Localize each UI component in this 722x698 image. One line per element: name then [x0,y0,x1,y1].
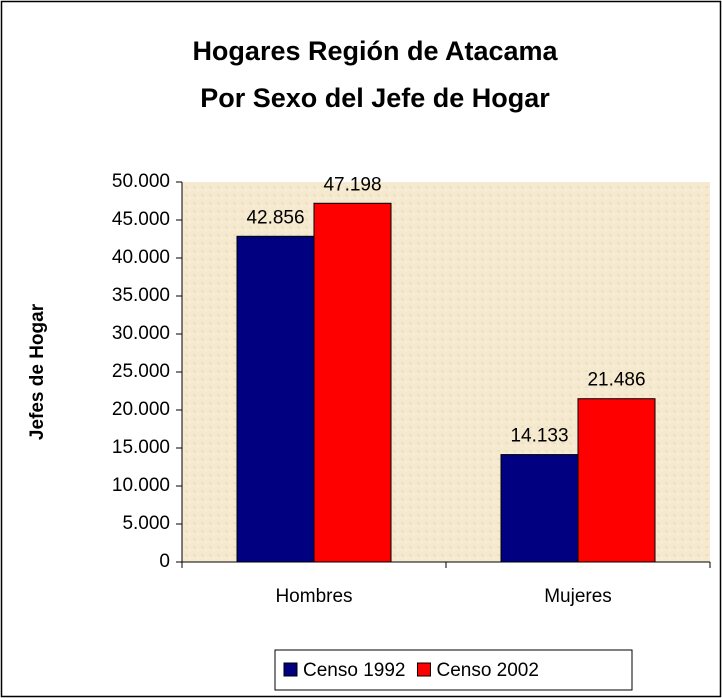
y-tick-label: 50.000 [112,171,170,192]
y-tick-label: 15.000 [112,437,170,458]
legend-label: Censo 2002 [436,660,538,681]
y-tick-label: 5.000 [122,513,170,534]
x-tick-label: Mujeres [544,586,612,607]
legend-box [274,649,633,691]
chart-title: Hogares Región de Atacama [192,36,558,66]
y-tick-label: 10.000 [112,475,170,496]
value-label: 14.133 [510,426,568,447]
bar [577,398,656,563]
value-label: 42.856 [246,207,304,228]
x-tick-label: Hombres [275,586,352,607]
y-tick-label: 45.000 [112,209,170,230]
value-label: 47.198 [323,174,381,195]
value-label: 21.486 [587,370,645,391]
y-tick-label: 35.000 [112,285,170,306]
y-tick-label: 0 [159,551,170,572]
bar [500,454,579,563]
legend-swatch [416,662,431,677]
y-tick-label: 20.000 [112,399,170,420]
y-axis-label: Jefes de Hogar [27,303,48,440]
chart-subtitle: Por Sexo del Jefe de Hogar [200,83,550,113]
legend-label: Censo 1992 [303,660,405,681]
y-tick-label: 40.000 [112,247,170,268]
legend-swatch [283,662,298,677]
bar [313,202,392,563]
bar [236,235,315,563]
y-tick-label: 25.000 [112,361,170,382]
y-tick-label: 30.000 [112,323,170,344]
